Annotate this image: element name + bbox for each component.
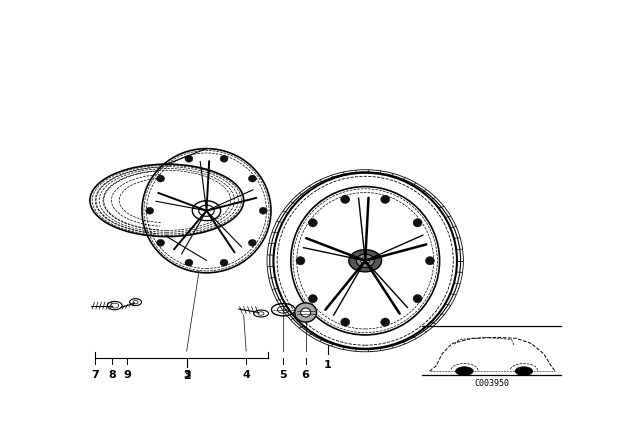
Ellipse shape bbox=[259, 207, 267, 214]
Ellipse shape bbox=[308, 219, 317, 227]
Ellipse shape bbox=[157, 239, 164, 246]
Text: 3: 3 bbox=[183, 370, 191, 380]
Ellipse shape bbox=[220, 259, 228, 266]
Ellipse shape bbox=[295, 303, 317, 322]
Text: 8: 8 bbox=[108, 370, 116, 380]
Ellipse shape bbox=[361, 258, 370, 264]
Ellipse shape bbox=[248, 239, 257, 246]
Ellipse shape bbox=[349, 250, 381, 272]
Ellipse shape bbox=[413, 294, 422, 303]
Ellipse shape bbox=[381, 195, 390, 203]
Text: 2: 2 bbox=[183, 371, 191, 381]
Ellipse shape bbox=[220, 155, 228, 162]
Ellipse shape bbox=[340, 195, 349, 203]
Ellipse shape bbox=[456, 366, 474, 375]
Text: 9: 9 bbox=[123, 370, 131, 380]
Ellipse shape bbox=[296, 257, 305, 265]
Ellipse shape bbox=[157, 175, 164, 182]
Text: 7: 7 bbox=[91, 370, 99, 380]
Ellipse shape bbox=[381, 318, 390, 326]
Ellipse shape bbox=[426, 257, 435, 265]
Text: 5: 5 bbox=[280, 370, 287, 380]
Text: 1: 1 bbox=[324, 360, 332, 370]
Ellipse shape bbox=[185, 259, 193, 266]
Ellipse shape bbox=[356, 254, 374, 267]
Text: 6: 6 bbox=[301, 370, 310, 380]
Ellipse shape bbox=[185, 155, 193, 162]
Ellipse shape bbox=[340, 318, 349, 326]
Ellipse shape bbox=[146, 207, 154, 214]
Ellipse shape bbox=[248, 175, 257, 182]
Ellipse shape bbox=[301, 308, 310, 317]
Ellipse shape bbox=[515, 366, 533, 375]
Text: 4: 4 bbox=[242, 370, 250, 380]
Ellipse shape bbox=[413, 219, 422, 227]
Text: C003950: C003950 bbox=[474, 379, 509, 388]
Ellipse shape bbox=[308, 294, 317, 303]
